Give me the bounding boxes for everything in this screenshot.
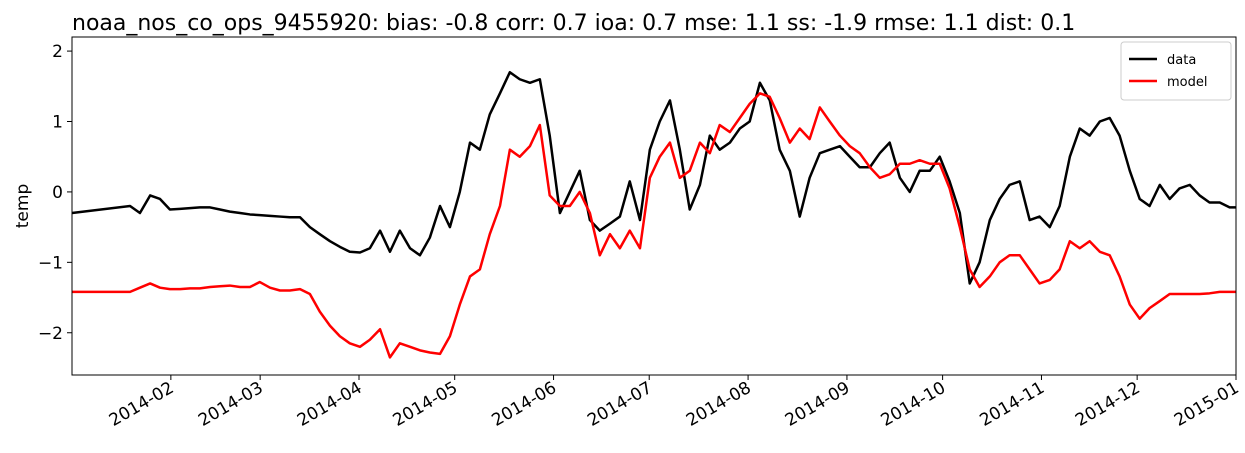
series-line — [72, 92, 1236, 359]
x-tick-label: 2014-03 — [195, 378, 267, 431]
y-tick-label: −1 — [38, 253, 63, 273]
chart-title: noaa_nos_co_ops_9455920: bias: -0.8 corr… — [72, 11, 1075, 36]
x-tick-label: 2014-09 — [782, 378, 854, 431]
x-tick-label: 2014-04 — [294, 378, 366, 431]
x-tick-label: 2014-02 — [106, 378, 178, 431]
x-tick-label: 2014-06 — [489, 378, 561, 431]
y-tick-label: 0 — [52, 183, 63, 203]
y-tick-label: 1 — [52, 113, 63, 133]
x-tick-label: 2014-12 — [1072, 378, 1144, 431]
x-tick-label: 2014-07 — [584, 378, 656, 431]
series-line — [71, 70, 1236, 285]
plot-frame — [71, 36, 1237, 376]
x-tick-label: 2014-08 — [683, 378, 755, 431]
legend-box — [1120, 41, 1232, 101]
y-tick-label: −2 — [38, 324, 63, 344]
y-axis-label: temp — [13, 184, 33, 228]
legend-label: data — [1167, 53, 1196, 68]
legend-label: model — [1167, 75, 1207, 90]
x-tick-label: 2014-10 — [878, 378, 950, 431]
x-tick-label: 2014-11 — [976, 378, 1048, 431]
y-tick-label: 2 — [52, 42, 63, 62]
x-tick-label: 2015-01 — [1171, 378, 1243, 431]
x-tick-label: 2014-05 — [390, 378, 462, 431]
